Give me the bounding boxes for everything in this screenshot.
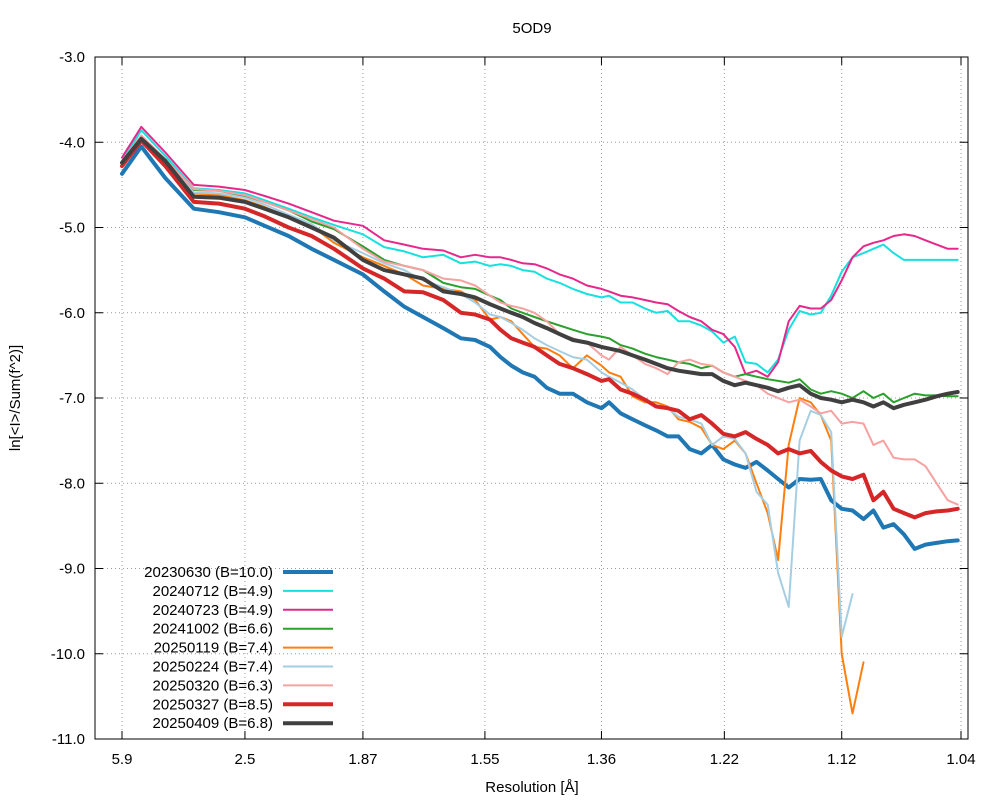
legend-label: 20240712 (B=4.9) [152,583,273,600]
series-line-7 [121,134,959,506]
legend-label: 20250327 (B=8.5) [152,696,273,713]
y-tick-label: -10.0 [51,646,85,663]
y-tick-label: -9.0 [59,561,85,578]
series-line-9 [120,136,960,411]
y-tick-label: -3.0 [59,49,85,66]
chart-title: 5OD9 [512,20,551,37]
y-axis-title: ln[<I>/Sum(f^2)] [7,345,24,451]
series-line-3 [121,125,959,378]
x-tick-label: 2.5 [235,751,256,768]
legend-label: 20241002 (B=6.6) [152,621,273,638]
y-tick-label: -7.0 [59,390,85,407]
legend-label: 20250320 (B=6.3) [152,677,273,694]
legend-label: 20250119 (B=7.4) [154,640,273,657]
x-tick-label: 5.9 [112,751,133,768]
legend-label: 20230630 (B=10.0) [144,564,273,581]
x-tick-label: 1.87 [348,751,377,768]
legend-label: 20250224 (B=7.4) [152,659,273,676]
series-line-8 [120,138,960,520]
series-line-4 [121,136,959,404]
x-tick-label: 1.04 [946,751,975,768]
x-tick-label: 1.55 [470,751,499,768]
series-layer [120,125,960,715]
legend-label: 20250409 (B=6.8) [152,715,273,732]
legend: 20230630 (B=10.0) 20240712 (B=4.9) 2024072… [144,564,333,732]
x-tick-label: 1.22 [710,751,739,768]
tick-layer: -3.0 -4.0 -5.0 -6.0 -7.0 -8.0 -9.0 -10.0 -11.0 5.… [51,49,976,768]
series-line-1 [120,144,960,551]
series-line-6 [121,137,854,638]
y-tick-label: -4.0 [59,134,85,151]
series-line-2 [121,129,959,374]
y-tick-label: -6.0 [59,305,85,322]
x-axis-title: Resolution [Å] [485,779,578,796]
x-tick-label: 1.36 [587,751,616,768]
x-tick-label: 1.12 [827,751,856,768]
y-tick-label: -5.0 [59,220,85,237]
y-tick-label: -11.0 [52,731,85,748]
y-tick-label: -8.0 [59,475,85,492]
legend-label: 20240723 (B=4.9) [152,602,273,619]
